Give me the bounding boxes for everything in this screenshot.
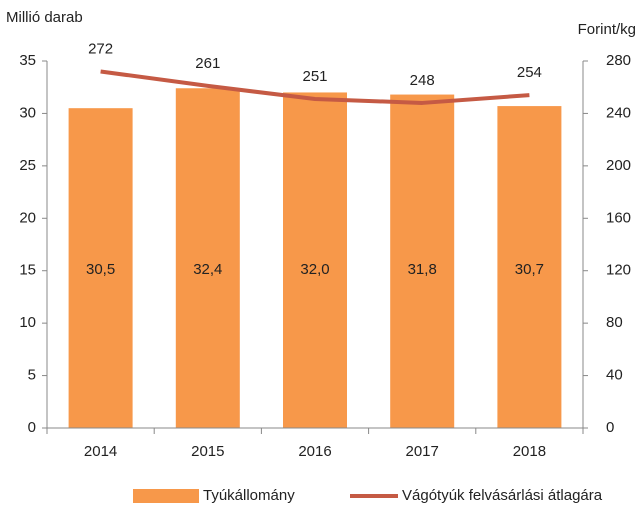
bar-value-label: 32,4 xyxy=(193,261,222,278)
bar-value-label: 30,5 xyxy=(86,261,115,278)
y-tick-label: 0 xyxy=(28,419,36,436)
y2-tick-label: 80 xyxy=(606,314,623,331)
line-value-label: 261 xyxy=(195,55,220,72)
x-tick-label: 2016 xyxy=(298,443,331,460)
bar xyxy=(497,106,562,429)
y2-tick-label: 160 xyxy=(606,209,631,226)
x-tick-label: 2017 xyxy=(406,443,439,460)
bar-value-label: 30,7 xyxy=(515,261,544,278)
x-tick-label: 2015 xyxy=(191,443,224,460)
bar xyxy=(390,94,455,428)
line-value-label: 272 xyxy=(88,40,113,57)
y2-tick-label: 280 xyxy=(606,52,631,69)
y2-tick-label: 240 xyxy=(606,104,631,121)
legend-label: Tyúkállomány xyxy=(203,487,295,504)
y-tick-label: 10 xyxy=(19,314,36,331)
legend-label: Vágótyúk felvásárlási átlagára xyxy=(402,487,603,504)
legend-swatch xyxy=(133,489,199,503)
bar xyxy=(283,92,347,428)
y-axis-title: Millió darab xyxy=(6,9,83,26)
bar xyxy=(175,88,240,429)
y-tick-label: 20 xyxy=(19,209,36,226)
y-tick-label: 30 xyxy=(19,104,36,121)
y-tick-label: 35 xyxy=(19,52,36,69)
line-value-label: 254 xyxy=(517,64,542,81)
y2-axis-title: Forint/kg xyxy=(578,21,636,38)
x-tick-label: 2014 xyxy=(84,443,117,460)
y2-tick-label: 0 xyxy=(606,419,614,436)
bar-value-label: 32,0 xyxy=(300,261,329,278)
bar-value-label: 31,8 xyxy=(408,261,437,278)
y2-tick-label: 200 xyxy=(606,157,631,174)
y-tick-label: 25 xyxy=(19,157,36,174)
line-value-label: 248 xyxy=(410,72,435,89)
line xyxy=(100,69,530,105)
y2-tick-label: 120 xyxy=(606,262,631,279)
y-tick-label: 15 xyxy=(19,262,36,279)
bar xyxy=(68,108,133,428)
line-value-label: 251 xyxy=(302,68,327,85)
x-tick-label: 2018 xyxy=(513,443,546,460)
y2-tick-label: 40 xyxy=(606,367,623,384)
y-tick-label: 5 xyxy=(28,367,36,384)
